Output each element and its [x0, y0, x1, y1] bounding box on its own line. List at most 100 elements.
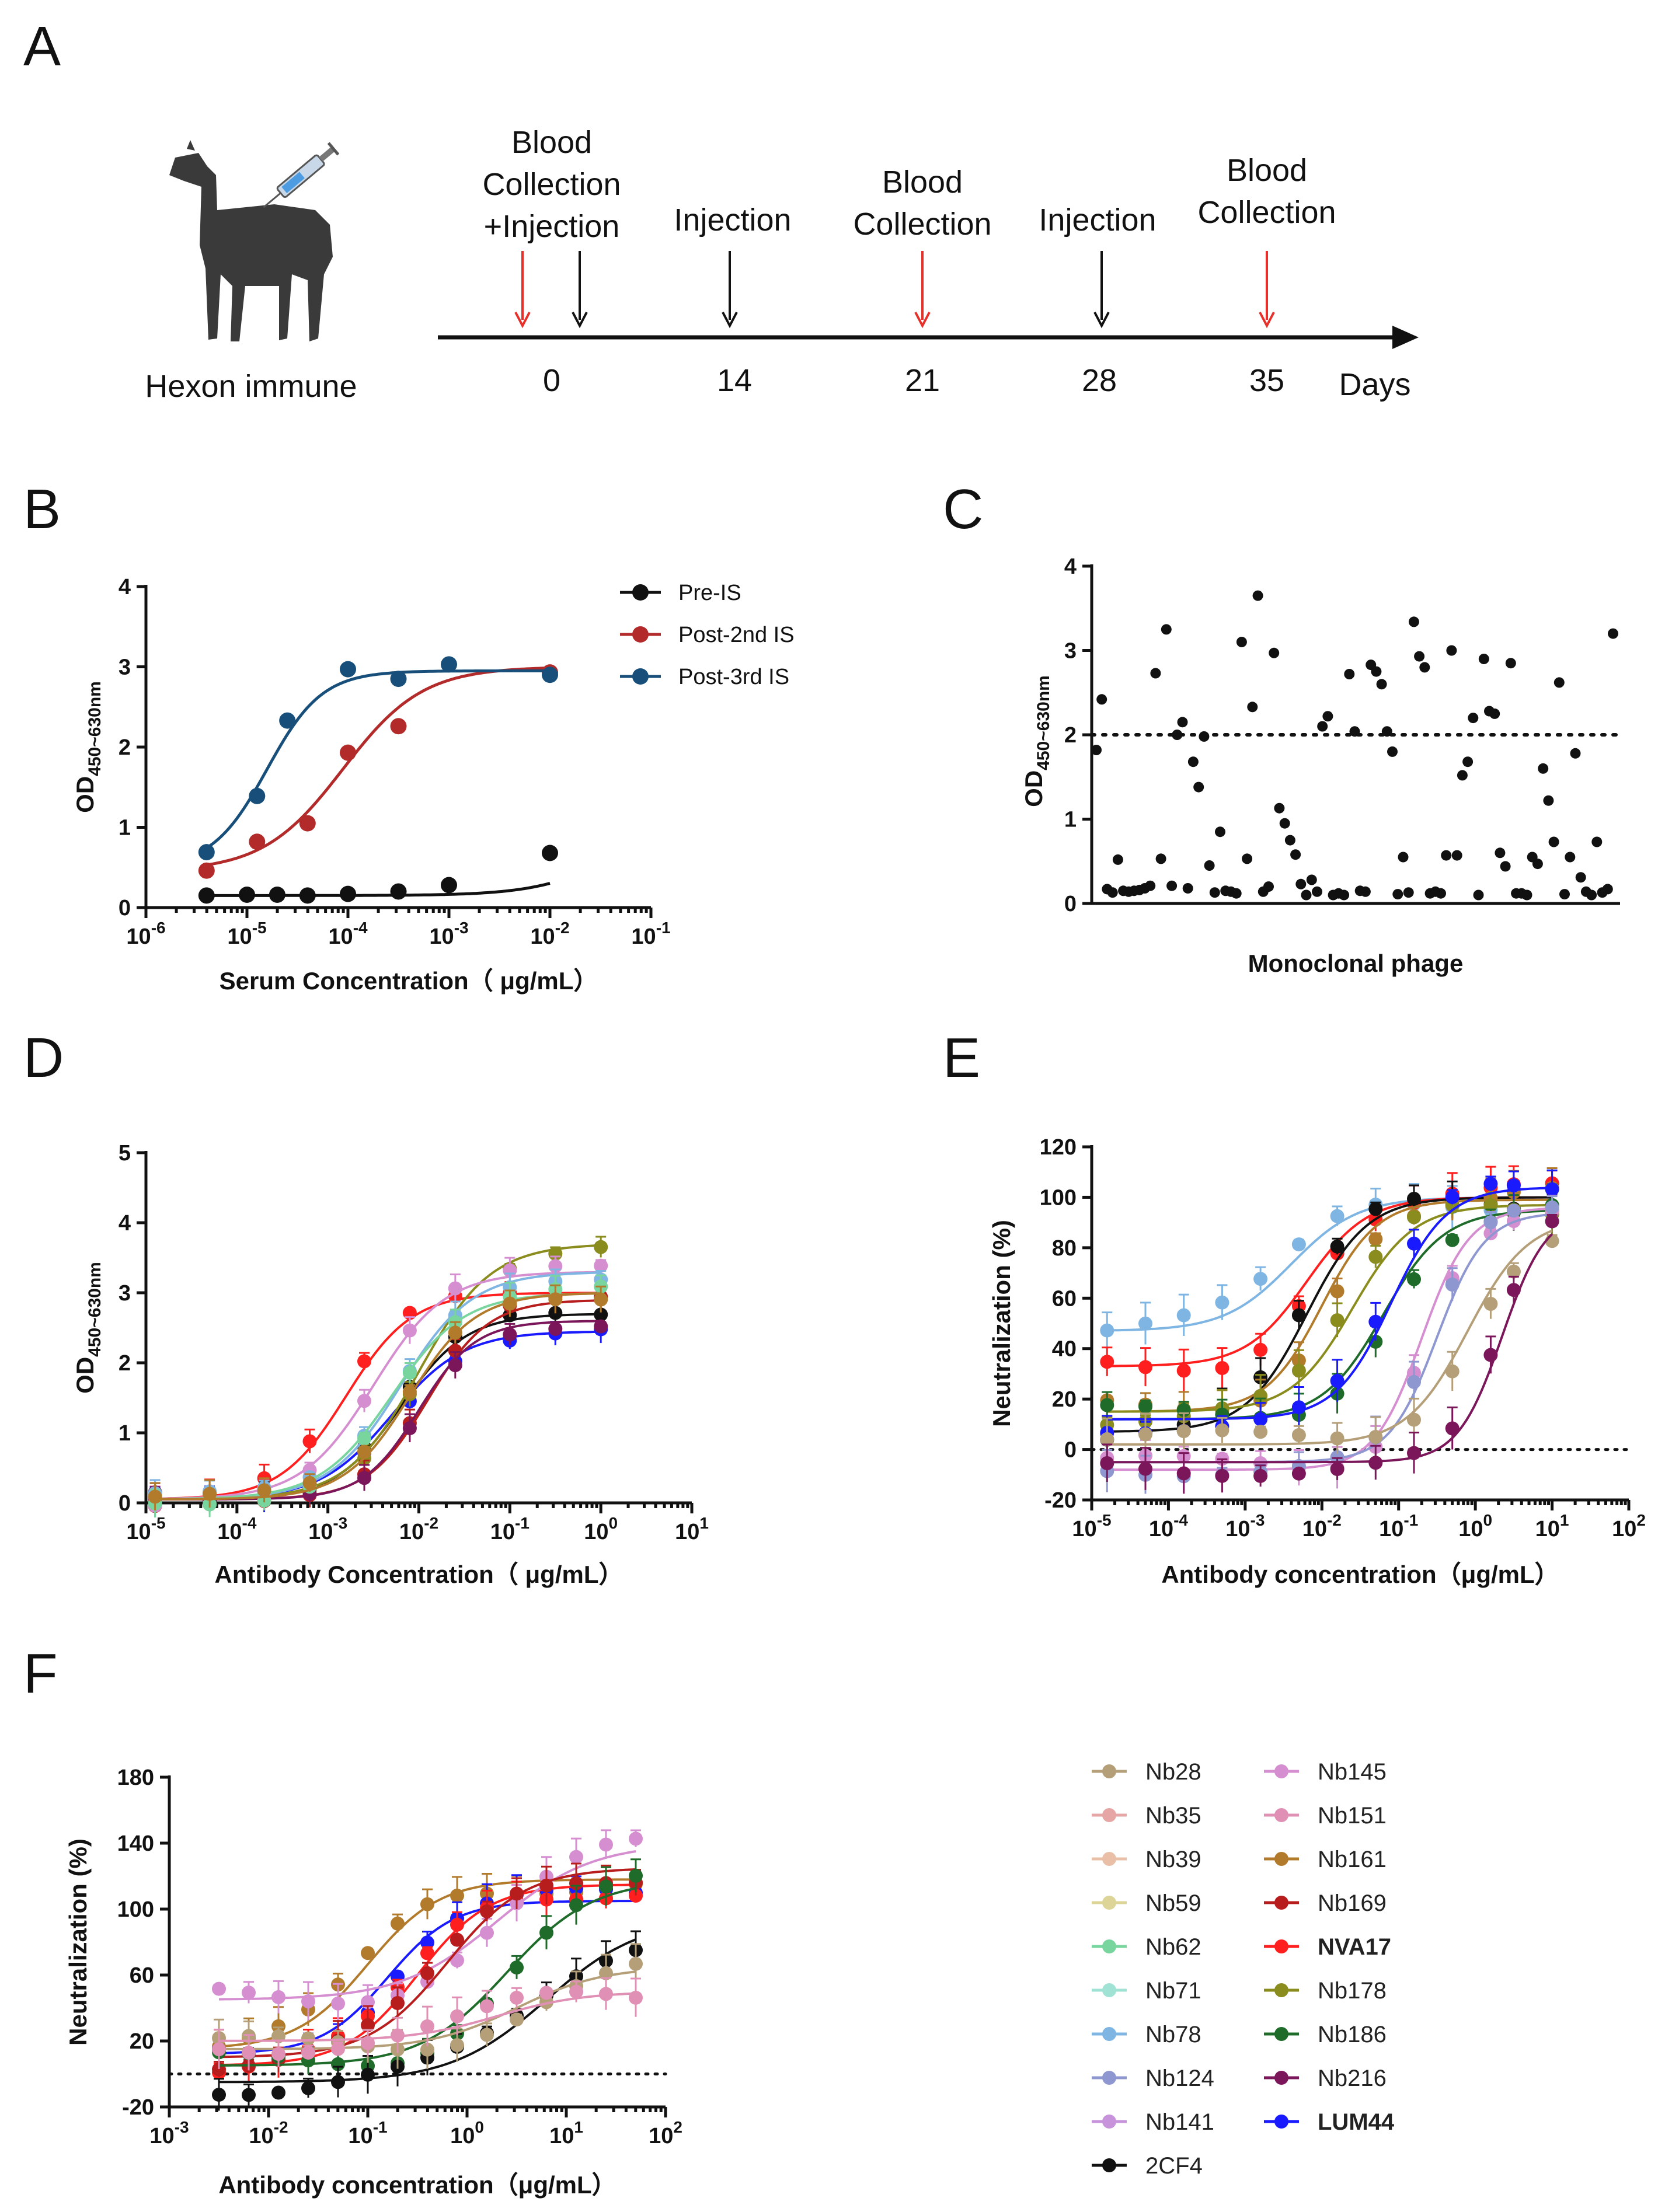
legend-entry-Nb59: Nb59: [1145, 1890, 1201, 1916]
data-point: [402, 1421, 417, 1436]
data-point: [1330, 1462, 1344, 1477]
timeline-event-arrowhead: [1093, 312, 1110, 329]
data-point: [1330, 1373, 1344, 1388]
data-point: [239, 887, 255, 903]
data-point: [198, 887, 215, 904]
legend-swatch-dot: [1102, 2115, 1116, 2129]
data-point: [1538, 763, 1549, 774]
data-point: [391, 2028, 405, 2043]
data-point: [1138, 1461, 1152, 1476]
data-point: [548, 1321, 563, 1336]
data-point: [1565, 852, 1576, 863]
data-point: [1253, 1468, 1268, 1483]
data-point: [299, 815, 316, 832]
x-tick-label: 10-2: [530, 919, 569, 949]
data-point: [279, 712, 296, 729]
data-point: [1138, 1360, 1152, 1374]
legend-entry-Nb39: Nb39: [1145, 1847, 1201, 1872]
y-axis-label: OD450~630nm: [71, 1262, 105, 1394]
data-point: [1368, 1430, 1383, 1444]
data-point: [198, 862, 215, 879]
y-axis-label: OD450~630nm: [1020, 675, 1053, 807]
legend-entry-Nb186: Nb186: [1318, 2022, 1387, 2047]
data-point: [1107, 887, 1118, 898]
data-point: [1586, 889, 1597, 901]
timeline-arrowhead: [1392, 326, 1419, 349]
timeline-event-label: Injection: [674, 203, 791, 238]
data-point: [420, 1946, 434, 1960]
data-point: [629, 1990, 643, 2005]
timeline-event-arrowhead: [914, 312, 931, 329]
series-line: [205, 669, 550, 850]
data-point: [1253, 1425, 1268, 1439]
data-point: [1291, 1466, 1306, 1481]
data-point: [302, 1475, 317, 1490]
panel-f-legend: Nb28 Nb145 Nb35 Nb151 Nb39 Nb161 Nb59 Nb169 Nb62…: [1092, 1759, 1395, 2179]
data-point: [1376, 679, 1387, 690]
data-point: [1138, 1399, 1152, 1414]
data-point: [357, 1354, 371, 1369]
panel-label-e: E: [943, 1027, 980, 1089]
data-point: [302, 1434, 317, 1449]
timeline: Blood Collection +Injection Injection Blood C…: [438, 125, 1419, 402]
y-tick-label: 0: [1064, 892, 1077, 916]
y-tick-label: 2: [119, 1351, 131, 1376]
x-tick-label: 10-3: [308, 1514, 347, 1544]
data-point: [539, 1986, 553, 2000]
data-point: [1253, 1412, 1268, 1426]
y-tick-label: 3: [119, 1281, 131, 1306]
data-point: [1291, 1237, 1306, 1252]
curve-Nb161: [148, 1284, 608, 1510]
data-point: [629, 1868, 643, 1883]
data-point: [269, 887, 285, 903]
y-tick-label: 20: [1052, 1387, 1077, 1412]
data-point: [542, 667, 558, 683]
data-point: [1602, 884, 1613, 895]
data-point: [1330, 1450, 1344, 1464]
data-point: [1177, 717, 1188, 728]
y-tick-label: -20: [1044, 1488, 1077, 1513]
data-point: [331, 2075, 345, 2089]
data-point: [1473, 889, 1484, 901]
data-point: [357, 1471, 371, 1485]
x-tick-label: 10-5: [126, 1514, 165, 1544]
x-tick-label: 101: [675, 1514, 709, 1544]
data-point: [441, 877, 457, 894]
data-point: [1419, 662, 1430, 673]
data-point: [1506, 1178, 1521, 1193]
data-point: [1291, 1308, 1306, 1323]
data-point: [1253, 1272, 1268, 1286]
data-point: [271, 2019, 285, 2033]
data-point: [391, 1996, 405, 2010]
data-point: [1591, 836, 1603, 847]
legend-swatch-dot: [1274, 2115, 1288, 2129]
data-point: [257, 1483, 271, 1498]
y-axis-label: Neutralization (%): [988, 1220, 1015, 1427]
x-tick-label: 10-1: [1379, 1511, 1418, 1541]
data-point: [242, 1986, 256, 2000]
timeline-event-arrowhead: [1259, 312, 1275, 329]
data-point: [1387, 746, 1398, 757]
legend-entry-Nb62: Nb62: [1145, 1934, 1201, 1960]
x-tick-label: 10-1: [490, 1514, 530, 1544]
data-point: [1176, 1466, 1191, 1481]
x-tick-label: 101: [549, 2118, 583, 2148]
panel-c-phage-screen: 0 1 2 3 4 OD450~630nm Monoclonal phage: [1020, 554, 1622, 977]
data-point: [299, 887, 316, 904]
x-tick-label: 10-3: [429, 919, 468, 949]
data-point: [1575, 872, 1586, 883]
data-point: [510, 2012, 524, 2027]
data-point: [1462, 756, 1474, 767]
data-point: [402, 1366, 417, 1380]
data-point: [357, 1445, 371, 1459]
data-point: [1330, 1209, 1344, 1223]
fit-line: [155, 1244, 601, 1501]
data-point: [198, 844, 215, 861]
data-point: [450, 1889, 464, 1903]
timeline-event-label: Injection: [1039, 203, 1156, 238]
curve-Nb151: [212, 1977, 643, 2071]
data-point: [1252, 590, 1263, 601]
legend-swatch-dot: [1102, 1852, 1116, 1866]
data-point: [1215, 826, 1225, 838]
data-point: [1176, 1308, 1191, 1323]
